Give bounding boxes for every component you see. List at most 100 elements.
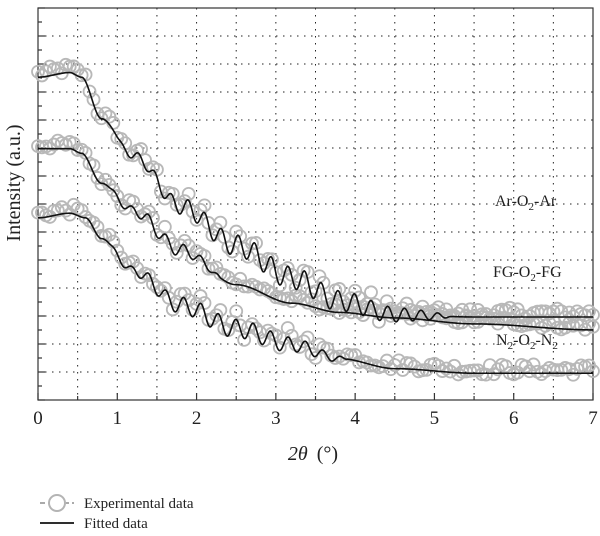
- legend-label-fitted: Fitted data: [84, 516, 148, 532]
- fitted-line-ar-o2-ar: [37, 71, 593, 323]
- experimental-point: [86, 158, 101, 173]
- experimental-point: [197, 296, 212, 310]
- experimental-point: [348, 283, 363, 298]
- series-label-ar-o2-ar: Ar-O2-Ar: [495, 193, 557, 213]
- experimental-point: [50, 203, 65, 218]
- experimental-point: [423, 311, 438, 326]
- legend-marker-circle: [48, 494, 66, 512]
- experimental-point: [522, 309, 537, 323]
- experimental-point: [90, 220, 105, 234]
- y-axis-label: Intensity (a.u.): [3, 124, 25, 241]
- experimental-point: [308, 351, 323, 365]
- experimental-point: [257, 256, 271, 271]
- experimental-point: [177, 194, 192, 209]
- experimental-point: [66, 59, 81, 74]
- experimental-point: [280, 321, 295, 335]
- experimental-point: [312, 337, 327, 352]
- experimental-point: [490, 362, 505, 377]
- legend: Experimental data Fitted data: [40, 494, 194, 532]
- experimental-point: [320, 341, 335, 356]
- experimental-point: [534, 367, 549, 381]
- experimental-point: [268, 265, 283, 279]
- experimental-point: [324, 297, 339, 311]
- experimental-point: [193, 289, 208, 303]
- x-tick-label: 7: [588, 408, 598, 429]
- experimental-point: [451, 306, 466, 321]
- experimental-point: [586, 364, 600, 378]
- experimental-point: [245, 317, 259, 331]
- experimental-point: [261, 252, 275, 266]
- legend-item-experimental: Experimental data: [40, 494, 194, 512]
- series-label-n2-o2-n2: N2-O2-N2: [496, 332, 558, 352]
- legend-label-experimental: Experimental data: [84, 496, 194, 512]
- experimental-point: [439, 361, 454, 376]
- x-axis-label: 2θ (°): [288, 443, 338, 465]
- x-tick-label: 1: [113, 408, 123, 429]
- x-tick-label: 3: [271, 408, 281, 429]
- x-tick-label: 2: [192, 408, 202, 429]
- x-tick-label: 6: [509, 408, 519, 429]
- fitted-curves: [37, 71, 593, 375]
- experimental-point: [70, 143, 85, 157]
- experimental-point: [546, 314, 561, 328]
- experimental-point: [134, 270, 148, 284]
- experimental-point: [157, 219, 172, 234]
- experimental-point: [233, 229, 248, 244]
- legend-item-fitted: Fitted data: [40, 516, 148, 532]
- experimental-point: [169, 246, 184, 260]
- experimental-point: [177, 233, 192, 248]
- experimental-point: [467, 363, 481, 378]
- experimental-point: [142, 268, 156, 283]
- experimental-point: [443, 308, 458, 323]
- experimental-point: [526, 357, 541, 372]
- x-tick-labels: 0 1 2 3 4 5 6 7: [33, 408, 598, 429]
- experimental-point: [439, 311, 454, 326]
- experimental-point: [82, 84, 97, 99]
- x-axis-unit: (°): [317, 443, 338, 465]
- x-tick-label: 5: [430, 408, 440, 429]
- fitted-line-fg-o2-fg: [38, 147, 593, 331]
- experimental-point: [264, 286, 279, 301]
- experimental-point: [296, 334, 311, 349]
- experimental-point: [264, 252, 279, 267]
- experimental-point: [185, 204, 200, 219]
- x-tick-label: 0: [33, 408, 43, 429]
- experimental-point: [249, 236, 263, 250]
- grid: [38, 8, 593, 400]
- experimental-point: [165, 302, 180, 317]
- experimental-point: [463, 302, 478, 317]
- experimental-point: [229, 304, 244, 319]
- x-axis-variable: 2θ: [288, 443, 308, 465]
- fitted-line-n2-o2-n2: [37, 212, 593, 375]
- series-label-fg-o2-fg: FG-O2-FG: [493, 264, 562, 284]
- experimental-point: [471, 363, 485, 378]
- experimental-point: [237, 333, 252, 347]
- experimental-point: [58, 137, 73, 152]
- experimental-point: [344, 348, 359, 363]
- experimental-point: [288, 280, 303, 295]
- experimental-point: [31, 205, 45, 220]
- experimental-point: [300, 295, 315, 310]
- x-tick-label: 4: [350, 408, 360, 429]
- experimental-series-n2-o2-n2: [31, 197, 600, 382]
- experimental-point: [261, 323, 275, 338]
- experimental-point: [272, 340, 287, 355]
- experimental-point: [173, 197, 188, 212]
- experimental-point: [110, 189, 125, 203]
- experimental-point: [114, 132, 129, 146]
- experimental-point: [74, 203, 89, 218]
- experimental-point: [201, 261, 216, 276]
- experimental-point: [498, 359, 513, 374]
- experimental-point: [197, 198, 212, 213]
- experimental-point: [586, 319, 600, 334]
- experimental-point: [332, 282, 347, 296]
- experimental-point: [110, 243, 125, 258]
- experimental-point: [146, 277, 160, 291]
- experimental-point: [181, 186, 196, 201]
- experimental-point: [31, 64, 45, 79]
- experimental-point: [173, 238, 188, 253]
- experimental-point: [280, 261, 295, 275]
- experimental-point: [74, 142, 89, 157]
- experimental-point: [364, 285, 378, 300]
